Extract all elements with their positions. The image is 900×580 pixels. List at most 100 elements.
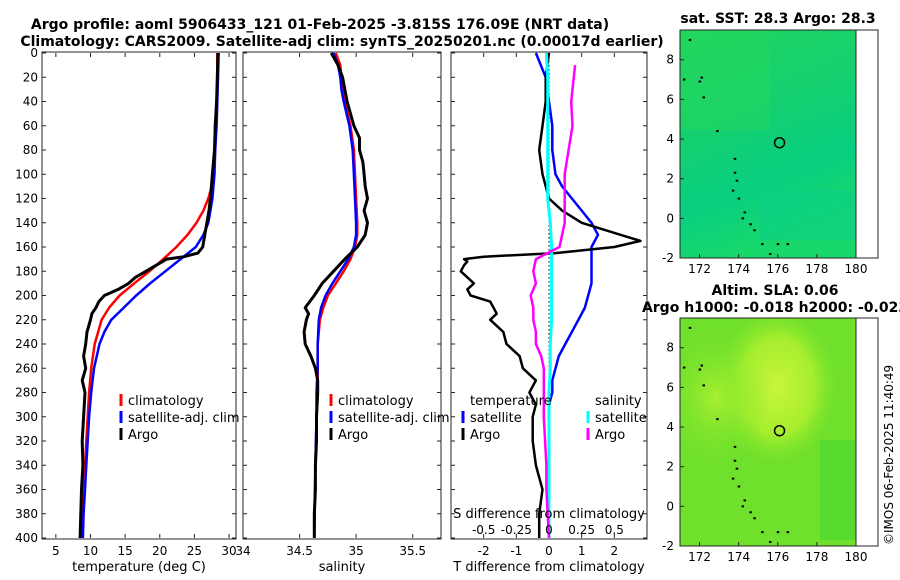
- x-tick-label: 10: [83, 544, 98, 558]
- difference-legend: temperature salinity satellite Argo sate…: [461, 394, 647, 443]
- legend-label-argo: Argo: [128, 428, 158, 443]
- figure-title-line2: Climatology: CARS2009. Satellite-adj cli…: [20, 34, 663, 50]
- map-y-tick-label: -2: [662, 539, 674, 553]
- s-tick-label: 0: [545, 523, 553, 537]
- island-mark: [768, 253, 772, 256]
- island-mark: [735, 467, 739, 470]
- map-x-tick-label: 180: [845, 550, 868, 564]
- x-tick-label: 30: [221, 544, 236, 558]
- y-tick-label: 60: [23, 119, 38, 133]
- y-tick-label: 400: [15, 531, 38, 545]
- island-mark: [741, 505, 745, 508]
- temperature-legend: climatology satellite-adj. clim Argo: [119, 394, 240, 443]
- x-tick-label: 1: [578, 544, 586, 558]
- y-tick-label: 180: [15, 264, 38, 278]
- temperature-argo-line: [78, 52, 220, 539]
- island-mark: [761, 531, 764, 534]
- t-diff-argo-line: [459, 52, 642, 538]
- island-mark: [700, 76, 704, 79]
- island-mark: [716, 418, 719, 421]
- island-mark: [702, 96, 705, 99]
- x-tick-label: 0: [545, 544, 553, 558]
- y-tick-label: 360: [15, 483, 38, 497]
- legend-label-s-satellite: satellite: [595, 411, 647, 426]
- island-mark: [682, 366, 686, 369]
- map-y-tick-label: 0: [666, 211, 674, 225]
- map-x-tick-label: 172: [688, 262, 711, 276]
- island-mark: [768, 541, 772, 544]
- island-mark: [733, 445, 737, 448]
- y-tick-label: 100: [15, 167, 38, 181]
- island-mark: [749, 223, 752, 226]
- x-tick-label: 35: [349, 544, 364, 558]
- legend-label-climatology: climatology: [128, 394, 204, 409]
- island-mark: [731, 477, 735, 480]
- y-tick-label: 40: [23, 95, 38, 109]
- island-mark: [698, 368, 702, 371]
- island-mark: [749, 511, 752, 514]
- map-y-tick-label: 8: [666, 341, 674, 355]
- island-outlines: [682, 38, 790, 256]
- island-mark: [733, 171, 737, 174]
- y-tick-label: 220: [15, 313, 38, 327]
- island-mark: [741, 217, 745, 220]
- copyright-timestamp: ©IMOS 06-Feb-2025 11:40:49: [882, 365, 896, 545]
- island-mark: [688, 326, 692, 329]
- island-mark: [702, 384, 705, 387]
- sst-map-title: sat. SST: 28.3 Argo: 28.3: [680, 11, 875, 27]
- s-tick-label: -0.25: [501, 523, 532, 537]
- sla-map-title: Altim. SLA: 0.06: [711, 283, 838, 299]
- map-x-tick-label: 176: [766, 262, 789, 276]
- legend-label-argo: Argo: [338, 428, 368, 443]
- x-tick-label: 2: [611, 544, 619, 558]
- legend-label-satellite: satellite-adj. clim: [128, 411, 240, 426]
- island-mark: [776, 243, 780, 246]
- island-outlines: [682, 326, 790, 544]
- island-mark: [733, 157, 737, 160]
- x-tick-label: 34.5: [286, 544, 313, 558]
- island-mark: [761, 243, 764, 246]
- map-y-tick-label: 6: [666, 92, 674, 106]
- map-y-tick-label: 2: [666, 460, 674, 474]
- map-y-tick-label: 0: [666, 499, 674, 513]
- map-x-tick-label: 174: [727, 262, 750, 276]
- s-difference-axis-label: S difference from climatology: [453, 507, 645, 522]
- y-tick-label: 200: [15, 289, 38, 303]
- map-y-tick-label: 4: [666, 132, 674, 146]
- legend-label-s-argo: Argo: [595, 428, 625, 443]
- sla-map-subtitle: Argo h1000: -0.018 h2000: -0.023: [642, 300, 900, 316]
- x-tick-label: 15: [118, 544, 133, 558]
- island-mark: [743, 211, 747, 214]
- salinity-satellite-line: [313, 52, 358, 539]
- temperature-xlabel: temperature (deg C): [72, 560, 206, 575]
- s-diff-argo-line: [529, 64, 577, 539]
- s-tick-label: 0.25: [568, 523, 595, 537]
- figure-title-line1: Argo profile: aoml 5906433_121 01-Feb-20…: [31, 17, 609, 33]
- s-tick-label: 0.5: [605, 523, 624, 537]
- island-mark: [737, 197, 741, 200]
- x-tick-label: 25: [187, 544, 202, 558]
- island-mark: [737, 485, 741, 488]
- salinity-panel: [242, 51, 442, 540]
- legend-label-satellite: satellite-adj. clim: [338, 411, 450, 426]
- map-y-tick-label: 6: [666, 380, 674, 394]
- legend-label-t-satellite: satellite: [470, 411, 522, 426]
- legend-title-temperature: temperature: [470, 394, 552, 409]
- temperature-panel: [41, 51, 237, 540]
- island-mark: [786, 243, 790, 246]
- legend-title-salinity: salinity: [595, 394, 642, 409]
- y-tick-label: 240: [15, 337, 38, 351]
- y-tick-label: 140: [15, 216, 38, 230]
- sla-map: [679, 317, 879, 547]
- argo-location-marker: [773, 136, 786, 149]
- salinity-xlabel: salinity: [319, 560, 366, 575]
- island-mark: [716, 130, 719, 133]
- island-mark: [753, 229, 756, 232]
- y-tick-label: 380: [15, 507, 38, 521]
- y-tick-label: 20: [23, 70, 38, 84]
- x-tick-label: 5: [52, 544, 60, 558]
- map-x-tick-label: 180: [845, 262, 868, 276]
- island-mark: [743, 499, 747, 502]
- island-mark: [733, 459, 737, 462]
